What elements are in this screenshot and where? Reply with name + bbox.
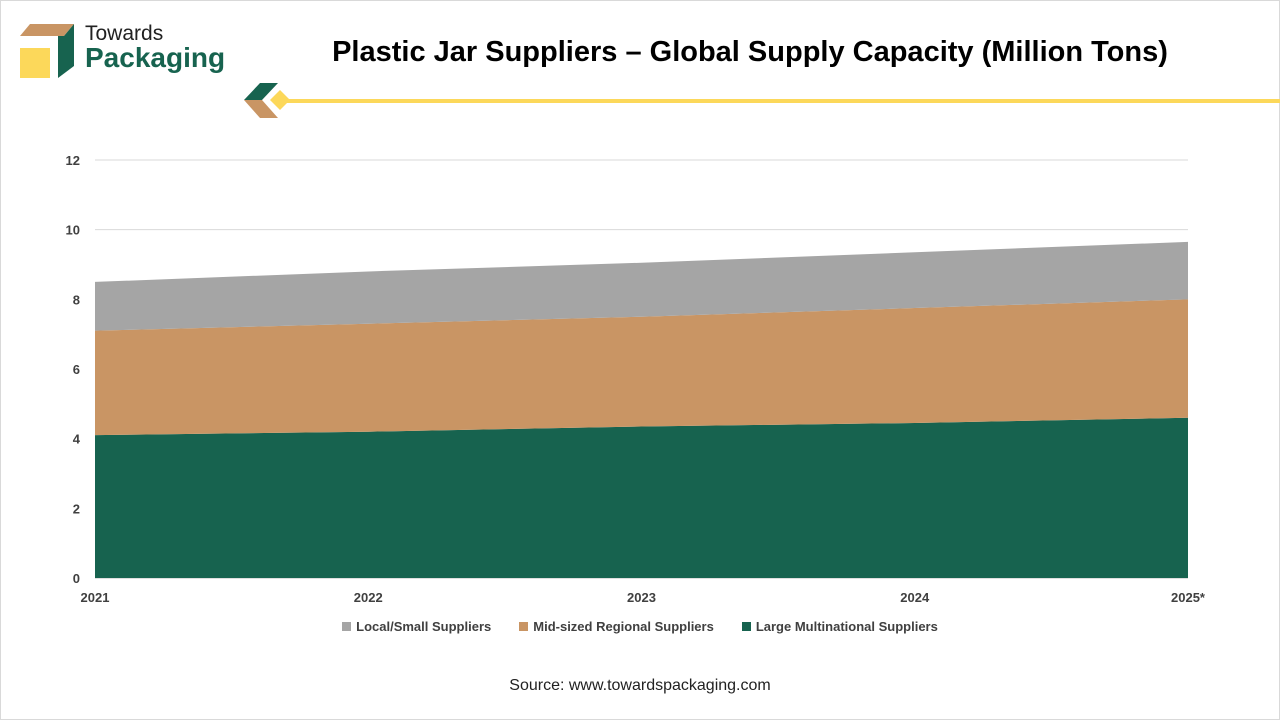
stacked-area-chart: 0 2 4 6 8 10 12 2021 2022 2023 2024 2025* [66, 153, 1206, 605]
y-tick-label: 10 [66, 223, 80, 238]
title-underline-decoration [244, 83, 1280, 118]
legend: Local/Small Suppliers Mid-sized Regional… [0, 619, 1280, 634]
brand-logo: Towards Packaging [18, 22, 238, 82]
x-tick-label: 2024 [900, 590, 930, 605]
y-tick-label: 8 [73, 292, 80, 307]
x-tick-label: 2025* [1171, 590, 1206, 605]
y-tick-label: 4 [73, 432, 81, 447]
area-large-multinational-suppliers [95, 417, 1188, 578]
legend-swatch [741, 622, 751, 631]
y-tick-label: 0 [73, 571, 80, 586]
legend-swatch [519, 622, 529, 631]
y-tick-label: 2 [73, 501, 80, 516]
box-logo-icon [20, 24, 74, 78]
x-tick-label: 2021 [81, 590, 110, 605]
chart-title: Plastic Jar Suppliers – Global Supply Ca… [332, 36, 1168, 68]
x-tick-label: 2023 [627, 590, 656, 605]
legend-label: Mid-sized Regional Suppliers [533, 619, 714, 634]
legend-item-mid: Mid-sized Regional Suppliers [519, 619, 714, 634]
legend-label: Local/Small Suppliers [356, 619, 492, 634]
legend-item-large: Large Multinational Suppliers [741, 619, 938, 634]
area-mid-sized-regional-suppliers [95, 299, 1188, 436]
brand-line2: Packaging [85, 42, 226, 73]
x-tick-label: 2022 [354, 590, 383, 605]
legend-swatch [342, 622, 352, 631]
source-note: Source: www.towardspackaging.com [509, 677, 771, 694]
brand-line1: Towards [85, 22, 164, 45]
legend-item-local: Local/Small Suppliers [342, 619, 491, 634]
y-tick-label: 6 [73, 362, 80, 377]
legend-label: Large Multinational Suppliers [755, 619, 938, 634]
y-tick-label: 12 [66, 153, 80, 168]
area-local-small-suppliers [95, 241, 1188, 331]
